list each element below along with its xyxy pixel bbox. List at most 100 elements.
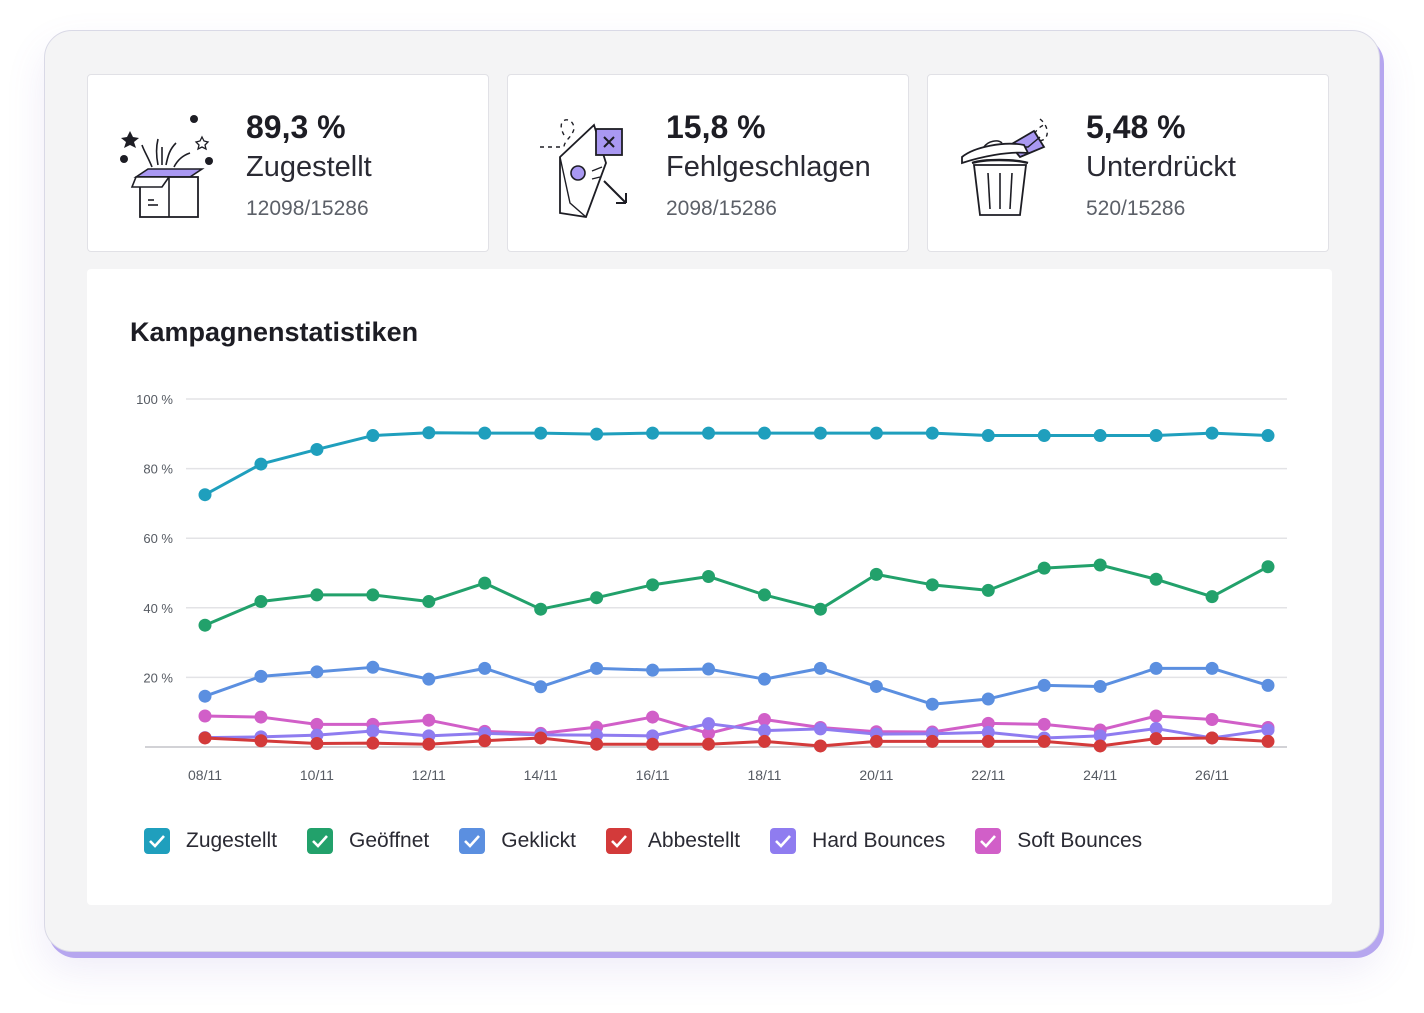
data-point	[422, 672, 436, 686]
data-point	[1205, 661, 1219, 675]
data-point	[869, 567, 883, 581]
data-point	[702, 717, 716, 731]
data-point	[757, 734, 771, 748]
data-point	[590, 728, 604, 742]
legend-item-hard-bounces[interactable]: Hard Bounces	[770, 828, 945, 854]
y-tick-label: 80 %	[143, 462, 173, 477]
data-point	[422, 713, 436, 727]
data-point	[366, 660, 380, 674]
data-point	[478, 734, 492, 748]
data-point	[1149, 722, 1163, 736]
data-point	[310, 717, 324, 731]
delivered-percentage: 89,3 %	[246, 109, 346, 145]
data-point	[1149, 572, 1163, 586]
checkbox-checked-icon[interactable]	[144, 828, 170, 854]
series-line-geklickt	[204, 665, 1269, 706]
data-point	[813, 739, 827, 753]
data-point	[310, 665, 324, 679]
data-point	[702, 426, 716, 440]
data-point	[757, 713, 771, 727]
data-point	[813, 722, 827, 736]
legend-item-delivered[interactable]: Zugestellt	[144, 828, 277, 854]
data-point	[1037, 678, 1051, 692]
suppressed-percentage: 5,48 %	[1086, 109, 1186, 145]
data-point	[646, 663, 660, 677]
data-point	[254, 457, 268, 471]
data-point	[1037, 717, 1051, 731]
data-point	[981, 692, 995, 706]
failed-letter-icon	[534, 107, 644, 219]
data-point	[254, 669, 268, 683]
data-point	[757, 426, 771, 440]
series-line-zugestellt	[204, 431, 1269, 497]
checkbox-checked-icon[interactable]	[605, 828, 632, 854]
data-point	[1205, 731, 1219, 745]
data-point	[590, 737, 604, 751]
legend-label: Geöffnet	[349, 829, 430, 852]
data-point	[925, 697, 939, 711]
data-point	[813, 661, 827, 675]
legend-item-clicked[interactable]: Geklickt	[459, 828, 576, 854]
data-point	[1093, 679, 1107, 693]
legend-label: Geklickt	[501, 829, 576, 852]
data-point	[198, 618, 212, 632]
data-point	[590, 591, 604, 605]
data-point	[1205, 713, 1219, 727]
legend-label: Soft Bounces	[1017, 829, 1143, 852]
data-point	[366, 588, 380, 602]
legend-item-soft-bounces[interactable]: Soft Bounces	[975, 828, 1142, 854]
data-point	[981, 734, 995, 748]
x-tick-label: 14/11	[524, 767, 558, 783]
data-point	[1261, 678, 1275, 692]
data-point	[646, 426, 660, 440]
data-point	[757, 724, 771, 738]
data-point	[198, 731, 212, 745]
failed-percentage: 15,8 %	[666, 109, 766, 145]
trash-can-icon	[954, 107, 1064, 219]
data-point	[1093, 729, 1107, 743]
legend-label: Hard Bounces	[812, 829, 946, 852]
stat-card-delivered: 89,3 % Zugestellt 12098/15286	[87, 74, 489, 252]
data-point	[869, 679, 883, 693]
data-point	[422, 595, 436, 609]
data-point	[1037, 561, 1051, 575]
data-point	[981, 716, 995, 730]
data-point	[1149, 429, 1163, 443]
data-point	[646, 737, 660, 751]
data-point	[869, 426, 883, 440]
y-tick-label: 20 %	[143, 670, 173, 685]
data-point	[925, 426, 939, 440]
data-point	[1261, 723, 1275, 737]
data-point	[981, 725, 995, 739]
data-point	[198, 689, 212, 703]
chart-legend: Zugestellt Geöffnet Geklickt Abbestellt …	[144, 825, 1172, 857]
data-point	[1093, 429, 1107, 443]
legend-item-unsubscribed[interactable]: Abbestellt	[605, 828, 741, 854]
y-tick-label: 40 %	[143, 601, 173, 616]
checkbox-checked-icon[interactable]	[770, 828, 797, 854]
suppressed-label: Unterdrückt	[1086, 151, 1236, 183]
data-point	[310, 737, 324, 751]
data-point	[254, 710, 268, 724]
legend-label: Abbestellt	[647, 829, 741, 852]
data-point	[813, 602, 827, 616]
checkbox-checked-icon[interactable]	[975, 828, 1002, 854]
data-point	[1205, 590, 1219, 604]
data-point	[254, 734, 268, 748]
data-point	[310, 588, 324, 602]
y-tick-label: 60 %	[143, 531, 173, 546]
legend-item-opened[interactable]: Geöffnet	[307, 828, 429, 854]
data-point	[310, 442, 324, 456]
x-tick-label: 10/11	[300, 767, 334, 783]
data-point	[702, 737, 716, 751]
x-tick-label: 18/11	[747, 767, 781, 783]
data-point	[757, 672, 771, 686]
checkbox-checked-icon[interactable]	[307, 828, 334, 854]
data-point	[1149, 732, 1163, 746]
stat-card-suppressed: 5,48 % Unterdrückt 520/15286	[927, 74, 1329, 252]
x-tick-label: 26/11	[1195, 767, 1229, 783]
checkbox-checked-icon[interactable]	[459, 828, 486, 854]
delivered-label: Zugestellt	[246, 151, 372, 183]
x-tick-label: 20/11	[859, 767, 893, 783]
data-point	[1149, 661, 1163, 675]
